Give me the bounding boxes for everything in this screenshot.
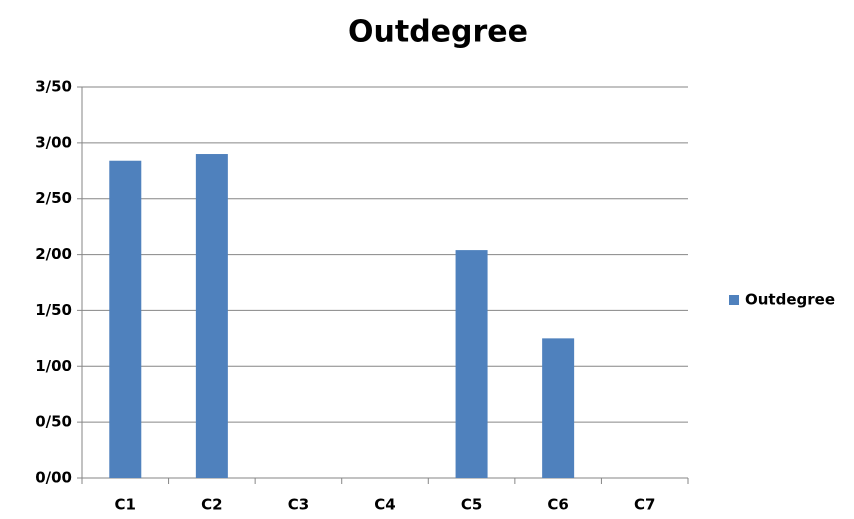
x-tick-label: C3 [288, 496, 309, 514]
bar [542, 338, 575, 478]
bar [455, 250, 488, 478]
chart-title: Outdegree [348, 15, 528, 50]
y-tick-label: 2/00 [35, 245, 72, 263]
x-tick-label: C5 [461, 496, 482, 514]
y-tick-label: 2/50 [35, 189, 72, 207]
x-tick-label: C2 [201, 496, 222, 514]
legend-label: Outdegree [745, 291, 835, 309]
y-tick-label: 3/50 [35, 78, 72, 96]
legend-swatch [729, 295, 739, 305]
y-tick-label: 0/00 [35, 469, 72, 487]
y-tick-label: 1/50 [35, 301, 72, 319]
y-tick-label: 3/00 [35, 133, 72, 151]
x-tick-label: C7 [634, 496, 655, 514]
bar [195, 154, 228, 478]
x-tick-label: C6 [547, 496, 568, 514]
x-tick-label: C4 [374, 496, 395, 514]
y-tick-label: 1/00 [35, 357, 72, 375]
bar [109, 160, 142, 478]
x-tick-label: C1 [115, 496, 136, 514]
y-tick-label: 0/50 [35, 413, 72, 431]
